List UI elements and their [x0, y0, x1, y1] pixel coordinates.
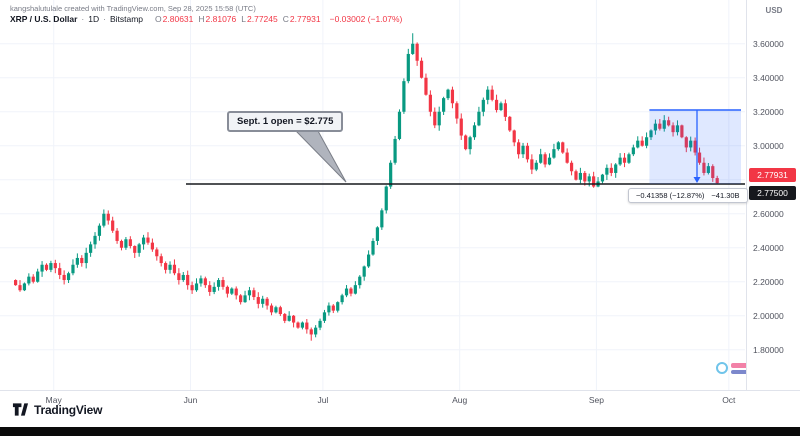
- candles[interactable]: [14, 33, 719, 341]
- watermark-line-blue: [731, 369, 751, 374]
- reference-price-badge: 2.77500: [749, 185, 796, 200]
- high-value: 2.81076: [205, 14, 237, 24]
- bottom-bar: [0, 427, 800, 436]
- close-label: C: [282, 14, 289, 24]
- measurement-badge[interactable]: −0.41358 (−12.87%) −41.30B: [628, 188, 748, 203]
- currency-label: USD: [765, 6, 783, 15]
- tradingview-brand-text: TradingView: [34, 402, 103, 417]
- time-axis-label: Sep: [588, 395, 604, 405]
- exchange-label: Bitstamp: [109, 14, 144, 24]
- chart-attribution: kangshalutulale created with TradingView…: [10, 4, 256, 13]
- price-axis-label: 2.20000: [753, 276, 784, 287]
- interval-label[interactable]: 1D: [88, 14, 100, 24]
- grid-lines: [0, 0, 745, 390]
- price-axis-label: 3.00000: [753, 140, 784, 151]
- last-price-badge: 2.77931: [749, 168, 796, 183]
- open-label: O: [155, 14, 162, 24]
- ohlc-values: O 2.80631 H 2.81076 L 2.77245 C 2.77931: [151, 14, 321, 24]
- symbol-header[interactable]: XRP / U.S. Dollar · 1D · Bitstamp O 2.80…: [10, 14, 402, 24]
- price-axis-label: 1.80000: [753, 344, 784, 355]
- time-axis-label: Oct: [722, 395, 736, 405]
- separator-dot: ·: [81, 14, 85, 24]
- tradingview-logo[interactable]: TradingView: [12, 402, 102, 417]
- change-value: −0.03002 (−1.07%): [329, 14, 403, 24]
- measurement-volume: −41.30B: [711, 191, 740, 200]
- callout-tail: [294, 130, 347, 183]
- watermark-circle-icon: [716, 362, 728, 374]
- measurement-box[interactable]: [649, 109, 741, 184]
- high-label: H: [198, 14, 205, 24]
- price-axis-label: 2.00000: [753, 310, 784, 321]
- time-axis-label: May: [45, 395, 62, 405]
- low-value: 2.77245: [247, 14, 278, 24]
- time-axis-label: Aug: [452, 395, 468, 405]
- close-value: 2.77931: [289, 14, 321, 24]
- price-axis[interactable]: USD 2.77931 2.77500 3.60000 3.40000 3.2000…: [746, 0, 800, 390]
- price-axis-label: 3.40000: [753, 72, 784, 83]
- price-axis-label: 3.60000: [753, 38, 784, 49]
- tradingview-mark-icon: [12, 403, 29, 416]
- measurement-change: −0.41358 (−12.87%): [636, 191, 705, 200]
- time-axis[interactable]: May Jun Jul Aug Sep Oct: [0, 390, 800, 411]
- time-axis-label: Jul: [317, 395, 329, 405]
- price-axis-label: 2.60000: [753, 208, 784, 219]
- open-value: 2.80631: [162, 14, 194, 24]
- separator-dot: ·: [103, 14, 106, 24]
- callout-note[interactable]: Sept. 1 open = $2.775: [227, 111, 344, 132]
- low-label: L: [241, 14, 246, 24]
- symbol-name[interactable]: XRP / U.S. Dollar: [10, 14, 78, 24]
- price-axis-label: 3.20000: [753, 106, 784, 117]
- price-axis-label: 2.40000: [753, 242, 784, 253]
- time-axis-label: Jun: [183, 395, 198, 405]
